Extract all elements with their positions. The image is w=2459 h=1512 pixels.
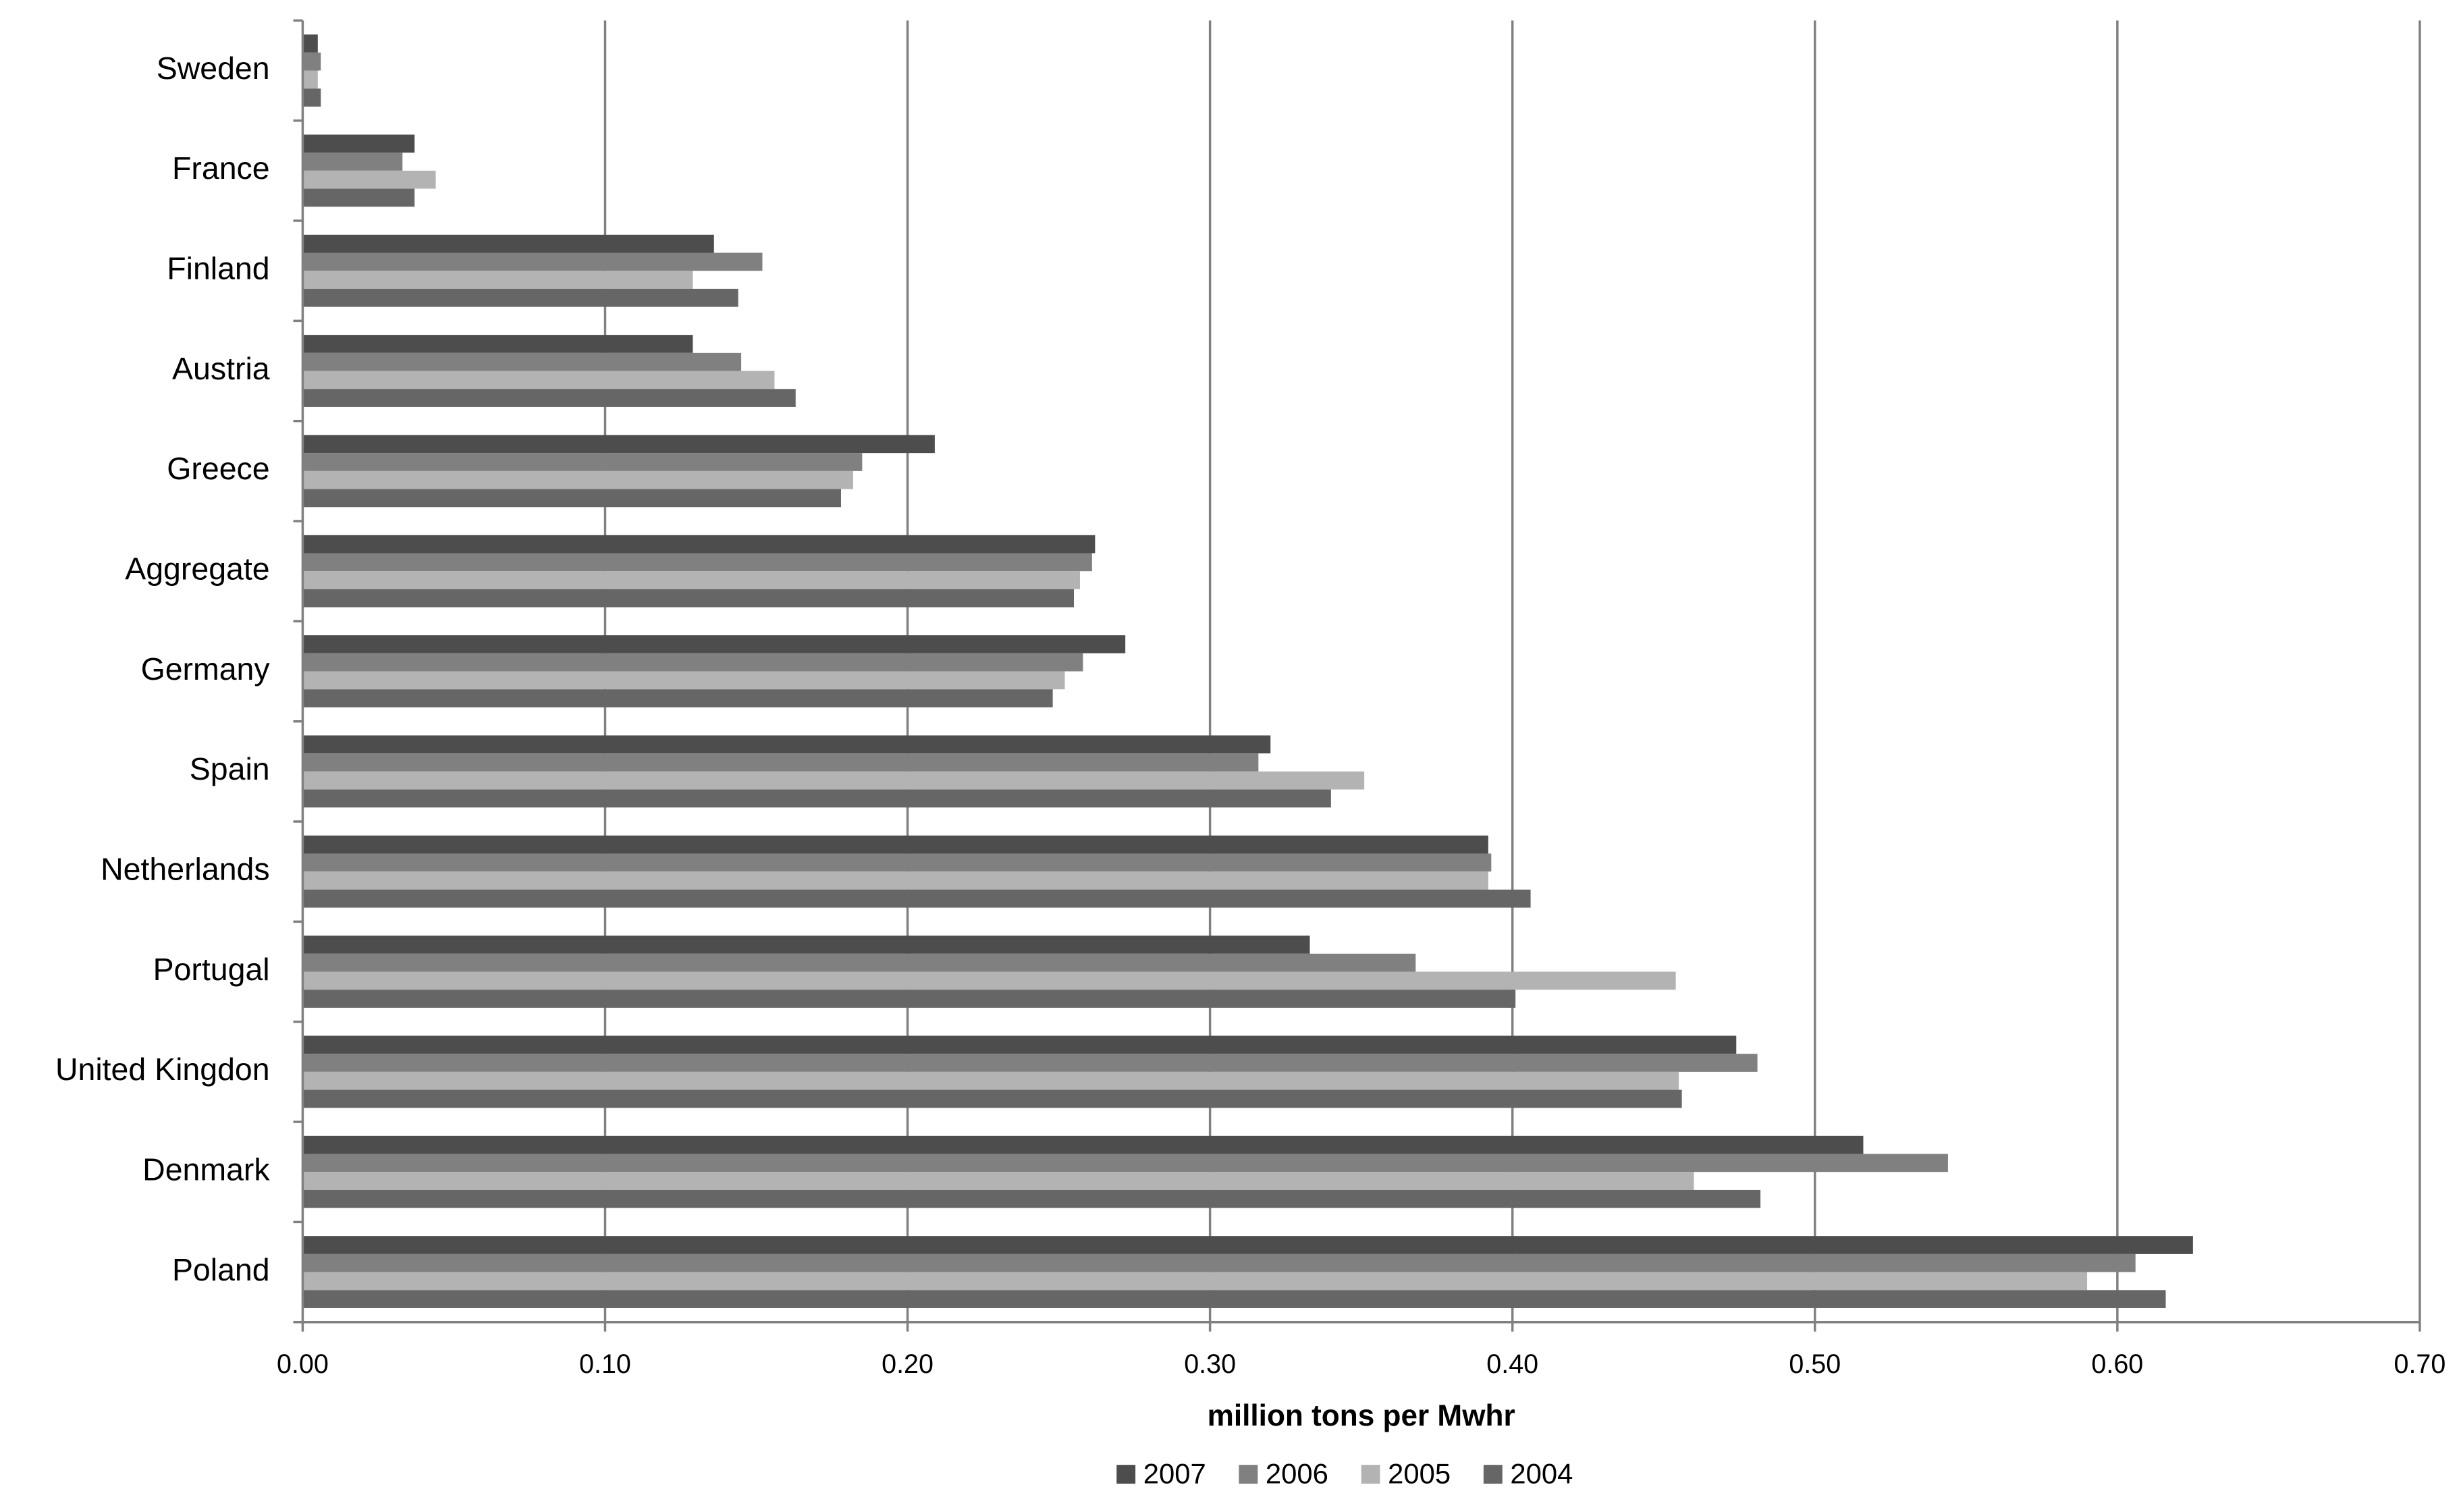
y-tick-label: Portugal (153, 952, 270, 987)
bar (302, 435, 935, 454)
bar (302, 371, 775, 389)
bar (302, 571, 1080, 589)
bar (302, 1135, 1864, 1154)
bar (302, 735, 1271, 754)
bar (302, 589, 1074, 608)
legend-swatch (1239, 1465, 1258, 1484)
bar (302, 153, 403, 171)
y-tick-label: Aggregate (125, 551, 269, 586)
bar (302, 689, 1053, 707)
bar (302, 853, 1492, 872)
bar (302, 335, 693, 353)
bar (302, 889, 1531, 908)
bar (302, 453, 863, 471)
x-tick-label: 0.20 (882, 1349, 934, 1379)
bar (302, 1154, 1948, 1172)
bar (302, 789, 1331, 808)
legend-swatch (1361, 1465, 1380, 1484)
x-tick-label: 0.30 (1184, 1349, 1236, 1379)
y-tick-label: Spain (190, 751, 270, 786)
bar (302, 635, 1126, 653)
y-tick-label: United Kingdon (55, 1052, 270, 1087)
y-tick-label: Netherlands (101, 851, 269, 886)
x-tick-label: 0.70 (2394, 1349, 2446, 1379)
bar (302, 188, 415, 207)
y-tick-label: Sweden (157, 51, 270, 86)
y-tick-label: Greece (167, 451, 269, 486)
bar (302, 953, 1416, 972)
y-tick-label: France (172, 151, 270, 186)
bar (302, 1035, 1737, 1054)
x-tick-label: 0.50 (1789, 1349, 1841, 1379)
bar (302, 288, 738, 307)
x-axis-label: million tons per Mwhr (1208, 1399, 1515, 1432)
bar (302, 1272, 2088, 1291)
bar (302, 34, 318, 53)
bar (302, 1290, 2166, 1308)
x-tick-label: 0.40 (1486, 1349, 1538, 1379)
bar (302, 971, 1676, 990)
bar (302, 653, 1083, 672)
bar (302, 1236, 2193, 1254)
bar (302, 936, 1310, 954)
bar (302, 871, 1488, 890)
x-tick-label: 0.00 (277, 1349, 329, 1379)
bar (302, 88, 321, 107)
bar (302, 234, 714, 253)
y-tick-label: Austria (172, 351, 270, 386)
y-tick-label: Germany (141, 651, 271, 686)
bar (302, 1071, 1679, 1090)
bar (302, 753, 1259, 772)
bar (302, 352, 742, 371)
x-tick-label: 0.10 (579, 1349, 631, 1379)
bar (302, 470, 853, 489)
bar (302, 1089, 1682, 1108)
bar (302, 271, 693, 289)
legend-swatch (1483, 1465, 1503, 1484)
bar (302, 70, 318, 89)
x-tick-label: 0.60 (2091, 1349, 2143, 1379)
bar (302, 671, 1065, 690)
bar (302, 553, 1092, 572)
bar (302, 252, 763, 271)
bar (302, 389, 796, 407)
y-tick-label: Finland (167, 250, 269, 286)
legend-label: 2004 (1510, 1457, 1573, 1489)
y-tick-label: Poland (172, 1252, 270, 1287)
bar (302, 52, 321, 71)
legend-label: 2006 (1266, 1457, 1328, 1489)
y-tick-label: Denmark (142, 1152, 270, 1187)
bar (302, 1253, 2136, 1272)
legend-swatch (1116, 1465, 1136, 1484)
bar (302, 170, 436, 189)
legend-label: 2005 (1388, 1457, 1451, 1489)
bar (302, 990, 1516, 1008)
bar (302, 1189, 1761, 1208)
bar (302, 835, 1488, 854)
bar (302, 771, 1365, 790)
bar (302, 1172, 1694, 1190)
bar (302, 535, 1096, 554)
bar (302, 134, 415, 153)
bar (302, 1054, 1758, 1072)
bar (302, 489, 841, 508)
legend-label: 2007 (1143, 1457, 1206, 1489)
